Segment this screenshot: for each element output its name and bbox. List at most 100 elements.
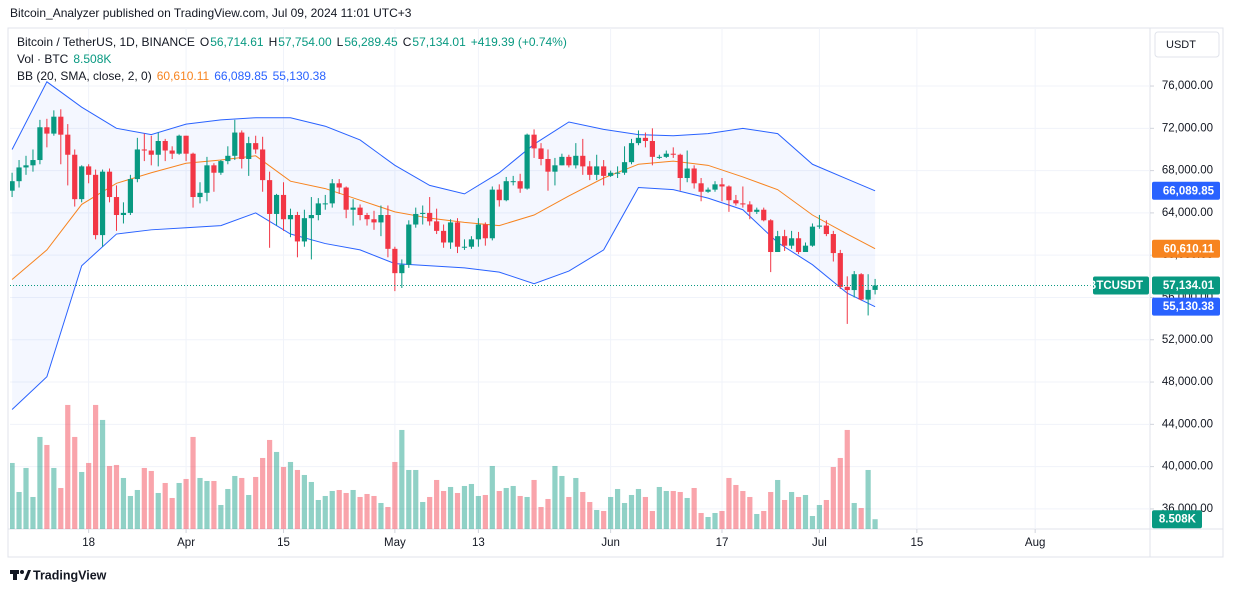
candle-body bbox=[538, 148, 544, 159]
candle-body bbox=[440, 230, 447, 243]
candle-body bbox=[99, 171, 106, 236]
candle-body bbox=[378, 215, 384, 223]
volume-bar bbox=[642, 496, 649, 529]
volume-bar bbox=[273, 451, 280, 529]
volume-bar bbox=[475, 495, 481, 529]
volume-bar bbox=[698, 512, 704, 529]
volume-bar bbox=[684, 497, 690, 529]
volume-bar bbox=[649, 510, 655, 529]
volume-bar bbox=[93, 404, 99, 529]
candle-body bbox=[301, 218, 307, 242]
candle-body bbox=[482, 224, 488, 239]
volume-bar bbox=[816, 504, 823, 529]
volume-bar bbox=[517, 495, 523, 529]
candle-body bbox=[447, 222, 454, 243]
candle-body bbox=[747, 204, 753, 212]
candle-body bbox=[475, 224, 481, 240]
x-tick-label: Apr bbox=[177, 537, 195, 549]
candle-body bbox=[211, 165, 217, 173]
candle-body bbox=[844, 286, 850, 291]
candle-body bbox=[280, 194, 287, 220]
candle-body bbox=[266, 180, 273, 214]
volume-bar bbox=[865, 469, 871, 529]
volume-bar bbox=[218, 504, 224, 529]
volume-bar bbox=[489, 465, 495, 529]
currency-label[interactable]: USDT bbox=[1166, 39, 1196, 51]
volume-title: Vol · BTC bbox=[17, 52, 69, 66]
candle-body bbox=[392, 248, 398, 274]
candle-body bbox=[246, 143, 252, 159]
volume-bar bbox=[594, 509, 600, 529]
symbol-tag-bg bbox=[1093, 276, 1149, 295]
volume-bar bbox=[621, 502, 628, 529]
volume-bar bbox=[454, 492, 461, 529]
currency-button[interactable] bbox=[1154, 31, 1220, 58]
candle-body bbox=[427, 212, 433, 222]
volume-bar bbox=[503, 487, 509, 529]
candle-body bbox=[566, 156, 572, 166]
x-tick-label: Jun bbox=[601, 537, 620, 549]
x-tick-label: 18 bbox=[82, 537, 95, 549]
candle-body bbox=[204, 165, 210, 193]
plot-area bbox=[10, 81, 1150, 529]
volume-bar bbox=[580, 491, 586, 529]
volume-bar bbox=[225, 488, 231, 529]
volume-bar bbox=[726, 477, 732, 529]
volume-bar bbox=[510, 485, 516, 529]
x-tick-label: 15 bbox=[910, 537, 923, 549]
x-tick-label: 13 bbox=[472, 537, 485, 549]
candle-body bbox=[858, 274, 864, 300]
volume-bar bbox=[120, 477, 127, 529]
volume-bar bbox=[656, 486, 662, 529]
volume-bar bbox=[837, 457, 843, 529]
candle-body bbox=[79, 166, 85, 200]
volume-bar bbox=[357, 496, 363, 529]
candle-body bbox=[86, 166, 92, 175]
volume-bar bbox=[294, 469, 301, 529]
candle-body bbox=[169, 150, 175, 154]
candle-body bbox=[698, 183, 704, 192]
volume-bar bbox=[197, 477, 203, 529]
bb-basis-line bbox=[11, 155, 876, 280]
volume-bar bbox=[385, 506, 391, 529]
candle-body bbox=[802, 245, 809, 253]
volume-bar bbox=[16, 491, 22, 529]
y-tick-label: 40,000.00 bbox=[1162, 461, 1213, 473]
candle-body bbox=[795, 238, 802, 253]
volume-bar bbox=[336, 489, 342, 529]
candle-body bbox=[434, 221, 440, 231]
volume-bar bbox=[406, 469, 412, 529]
candle-body bbox=[413, 213, 419, 225]
y-tick-label: 68,000.00 bbox=[1162, 165, 1213, 177]
legend-bb-row: BB (20, SMA, close, 2, 0) 60,610.11 66,089… bbox=[17, 68, 572, 85]
volume-bar bbox=[809, 515, 816, 529]
candle-body bbox=[287, 215, 294, 220]
brand-logo bbox=[10, 570, 31, 580]
volume-bar bbox=[768, 491, 774, 529]
candle-body bbox=[232, 132, 238, 156]
candle-body bbox=[587, 166, 593, 175]
candle-body bbox=[218, 161, 224, 173]
candle-body bbox=[148, 150, 154, 155]
volume-bar bbox=[148, 470, 154, 529]
grid bbox=[10, 28, 1150, 529]
volume-bar bbox=[301, 474, 307, 529]
volume-bar bbox=[628, 494, 635, 529]
candle-body bbox=[594, 166, 600, 175]
volume-bar bbox=[308, 481, 314, 529]
volume-bar bbox=[468, 483, 475, 529]
candle-body bbox=[120, 212, 127, 216]
candle-body bbox=[155, 141, 161, 155]
x-tick-label: Jul bbox=[812, 537, 827, 549]
candle-body bbox=[691, 168, 697, 184]
candle-body bbox=[336, 183, 342, 188]
candle-body bbox=[726, 186, 732, 201]
volume-bar bbox=[677, 491, 683, 529]
volume-bar bbox=[392, 461, 398, 529]
volume-bar bbox=[23, 467, 29, 529]
change-label: +419.39 (+0.74%) bbox=[470, 35, 567, 49]
candle-body bbox=[406, 224, 412, 265]
volume-bar bbox=[754, 513, 760, 529]
bb-title: BB (20, SMA, close, 2, 0) bbox=[17, 69, 152, 83]
volume-bar bbox=[322, 495, 328, 529]
